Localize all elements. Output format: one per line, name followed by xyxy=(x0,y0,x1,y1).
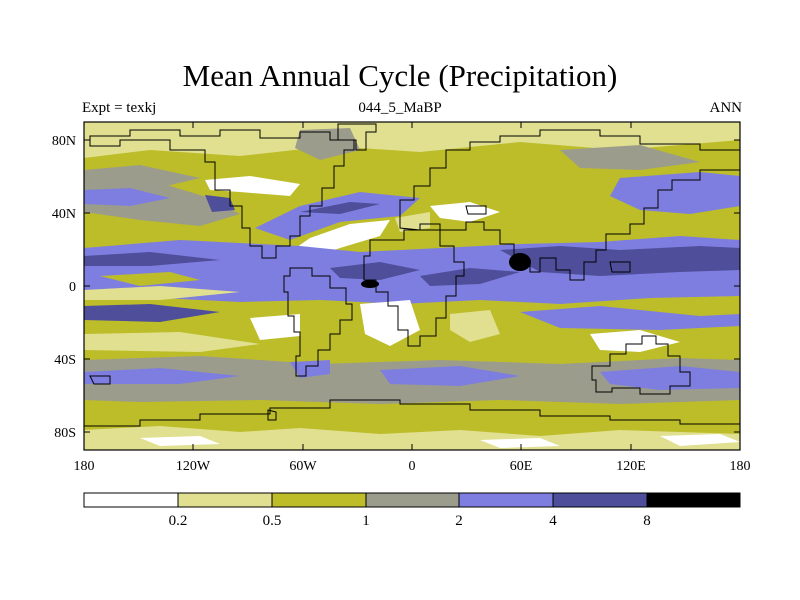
nz-outline xyxy=(89,375,111,385)
contour-eq-pale xyxy=(84,286,240,300)
contour-maximum-monsoon xyxy=(509,253,531,271)
contour-gulf-alaska-dark xyxy=(205,195,235,212)
contour-field xyxy=(84,122,740,450)
plot-title: Mean Annual Cycle (Precipitation) xyxy=(182,58,618,93)
contour-indian-dark xyxy=(420,268,520,286)
eurasia-outline xyxy=(399,129,740,281)
lon-label-0: 0 xyxy=(409,459,416,474)
contour-npac-east-blue xyxy=(84,188,170,206)
north-america-outline xyxy=(89,129,355,259)
lon-label-180e: 180 xyxy=(730,459,751,474)
contour-so-west-blue xyxy=(84,368,240,384)
contour-maximum-africa xyxy=(361,280,379,288)
contour-sepac-dry xyxy=(250,314,300,340)
antarctic-peninsula-outline xyxy=(267,409,277,421)
legend-swatch-0 xyxy=(83,492,179,508)
antarctica-outline xyxy=(84,399,740,427)
legend-label-4: 4 xyxy=(549,513,557,529)
legend-label-1: 0.5 xyxy=(263,513,282,529)
contour-antarctic-pale xyxy=(84,426,740,450)
season-label: ANN xyxy=(709,100,743,116)
period-label: 044_5_MaBP xyxy=(358,100,442,116)
contour-mideast-dry xyxy=(430,202,500,222)
contour-spcz-east-dark xyxy=(84,304,220,322)
contour-africa-dark xyxy=(330,262,420,280)
contour-sahara-pale xyxy=(395,212,430,232)
legend-swatch-1 xyxy=(177,492,273,508)
lat-label-40s: 40S xyxy=(54,353,76,368)
contour-epac-itcz-dark xyxy=(84,252,220,266)
legend-swatch-6 xyxy=(646,492,741,508)
contour-antarctic-dry-2 xyxy=(480,438,560,448)
legend-swatch-5 xyxy=(552,492,648,508)
contour-siberia-grey xyxy=(560,145,700,170)
experiment-label: Expt = texkj xyxy=(82,100,157,116)
contour-south-africa-dry xyxy=(360,300,420,346)
contour-sind-pale xyxy=(450,310,500,342)
legend-label-5: 8 xyxy=(643,513,651,529)
contour-so-east-blue xyxy=(600,366,740,390)
legend-label-3: 2 xyxy=(455,513,463,529)
lat-label-80s: 80S xyxy=(54,426,76,441)
legend-swatch-2 xyxy=(271,492,367,508)
lon-label-120w: 120W xyxy=(176,459,211,474)
contour-australia-dry xyxy=(590,330,680,352)
axis-ticks xyxy=(83,122,741,450)
contour-wpac-dark xyxy=(500,246,740,276)
lon-label-60w: 60W xyxy=(289,459,317,474)
contour-natl-dark xyxy=(300,202,380,214)
south-america-outline xyxy=(283,267,353,377)
greenland-outline xyxy=(337,123,377,151)
lat-label-40n: 40N xyxy=(52,207,76,222)
lon-label-180w: 180 xyxy=(74,459,95,474)
legend-label-0: 0.2 xyxy=(169,513,188,529)
coastlines xyxy=(84,123,740,427)
contour-arctic-pale xyxy=(84,122,740,158)
contour-antarctic-dry-1 xyxy=(140,436,220,446)
contour-eq-olive xyxy=(100,272,200,286)
contour-so-mid-blue xyxy=(380,366,520,386)
color-legend: 0.2 0.5 1 2 4 8 xyxy=(83,492,741,529)
indonesia-outline xyxy=(609,261,631,273)
contour-antarctic-dry-3 xyxy=(660,434,740,446)
contour-nam-dry xyxy=(205,176,300,196)
legend-label-2: 1 xyxy=(362,513,370,529)
caspian-outline xyxy=(465,205,487,215)
contour-spcz-blue xyxy=(520,306,740,330)
contour-npac-west-blue xyxy=(610,172,740,214)
contour-spac-pale xyxy=(84,332,260,352)
australia-outline xyxy=(591,335,691,395)
contour-patagonia-blue xyxy=(290,360,330,378)
lon-label-120e: 120E xyxy=(616,459,646,474)
lat-label-eq: 0 xyxy=(69,280,76,295)
africa-outline xyxy=(363,229,465,347)
lat-label-80n: 80N xyxy=(52,134,76,149)
legend-swatch-3 xyxy=(365,492,460,508)
lon-label-60e: 60E xyxy=(510,459,533,474)
legend-swatch-4 xyxy=(458,492,554,508)
